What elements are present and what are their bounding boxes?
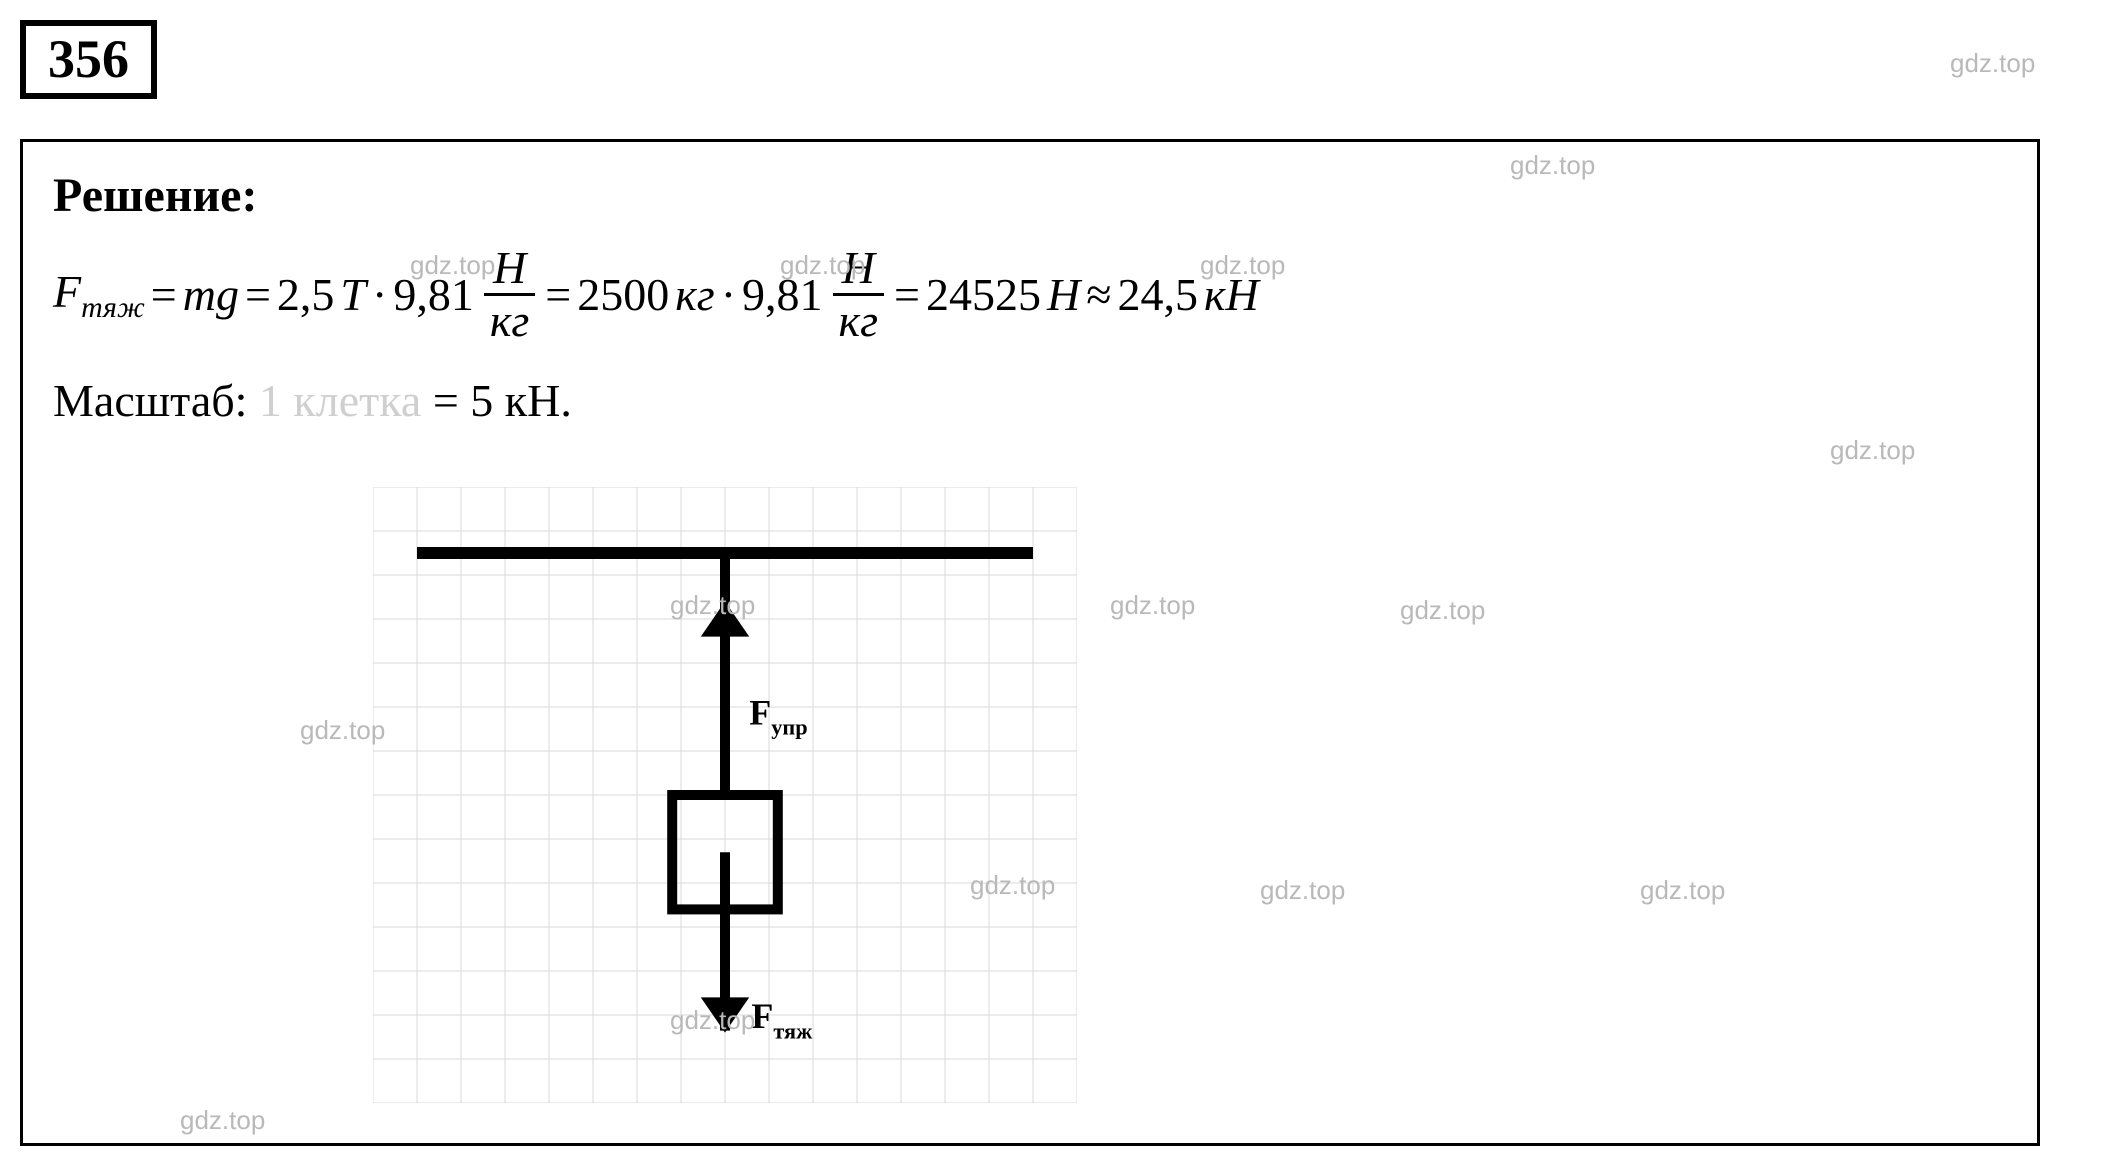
subscript-tyazh: тяж	[81, 291, 145, 324]
symbol-F: F	[53, 266, 81, 317]
problem-number: 356	[20, 20, 157, 99]
frac-den-2: кг	[833, 293, 884, 344]
force-diagram: FупрFтяж	[373, 487, 2007, 1103]
unit-newton: H	[1047, 268, 1080, 321]
solution-box: Решение: Fтяж = mg = 2,5T · 9,81 H кг = …	[20, 139, 2040, 1146]
frac-num-1: H	[487, 245, 532, 293]
equals-3: =	[545, 268, 571, 321]
page-root: 356 Решение: Fтяж = mg = 2,5T · 9,81 H к…	[20, 20, 2086, 1146]
gravity-formula: Fтяж = mg = 2,5T · 9,81 H кг = 2500кг · …	[53, 245, 2007, 344]
result-newton-value: 24525	[926, 268, 1041, 321]
scale-suffix: = 5 кН.	[421, 375, 572, 426]
unit-tonnes: T	[340, 268, 366, 321]
equals-2: =	[245, 268, 271, 321]
diagram-svg: FупрFтяж	[373, 487, 1077, 1103]
formula-lhs: Fтяж	[53, 265, 145, 325]
problem-number-text: 356	[48, 29, 129, 89]
scale-faded: 1 клетка	[259, 375, 421, 426]
solution-title: Решение:	[53, 168, 2007, 223]
g-value-2: 9,81	[742, 268, 823, 321]
frac-num-2: H	[836, 245, 881, 293]
scale-prefix: Масштаб:	[53, 375, 259, 426]
mass-kg-value: 2500	[577, 268, 669, 321]
unit-kn: кН	[1204, 268, 1259, 321]
approx-sign: ≈	[1086, 268, 1111, 321]
equals-4: =	[894, 268, 920, 321]
result-kn-value: 24,5	[1117, 268, 1198, 321]
dot-1: ·	[372, 268, 387, 321]
dot-2: ·	[721, 268, 736, 321]
term-mg: mg	[183, 268, 239, 321]
frac-den-1: кг	[484, 293, 535, 344]
watermark: gdz.top	[1950, 48, 2035, 79]
unit-frac-1: H кг	[484, 245, 535, 344]
unit-kg: кг	[675, 268, 714, 321]
g-value-1: 9,81	[393, 268, 474, 321]
mass-tonnes-value: 2,5	[277, 268, 335, 321]
unit-frac-2: H кг	[833, 245, 884, 344]
scale-line: Масштаб: 1 клетка = 5 кН.	[53, 374, 2007, 427]
equals-1: =	[151, 268, 177, 321]
